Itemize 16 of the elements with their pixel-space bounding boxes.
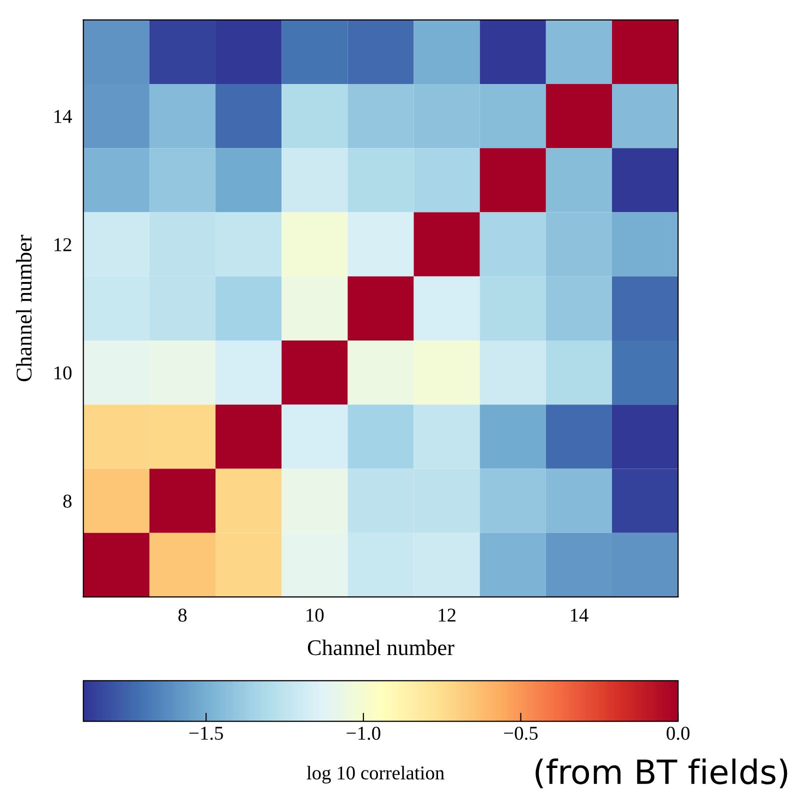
y-axis-title: Channel number xyxy=(16,234,32,382)
color-bar-label: 0.0 xyxy=(666,726,690,740)
y-tick-label: 12 xyxy=(54,238,72,252)
color-bar-label: −1.5 xyxy=(189,726,223,740)
color-bar-title: log 10 correlation xyxy=(306,766,444,784)
y-tick-label: 10 xyxy=(54,366,72,380)
x-tick-label: 10 xyxy=(306,608,324,622)
x-tick-label: 12 xyxy=(438,608,456,622)
x-axis-title: Channel number xyxy=(308,640,454,656)
x-tick-label: 8 xyxy=(178,608,187,622)
color-bar-label: −1.0 xyxy=(346,726,380,740)
text: (from BT fields) xyxy=(536,758,788,788)
y-tick-label: 14 xyxy=(54,110,72,123)
x-tick-label: 14 xyxy=(570,608,588,622)
y-tick-label: 8 xyxy=(63,494,72,508)
color-bar-label: −0.5 xyxy=(504,726,538,740)
